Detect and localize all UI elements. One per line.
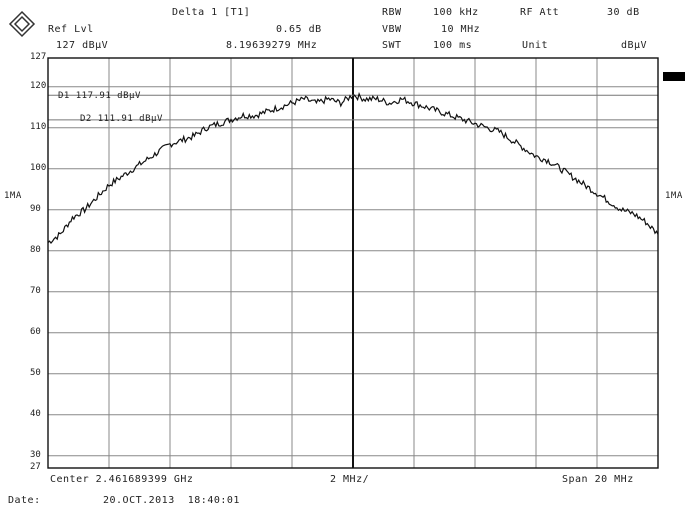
swt-label: SWT: [382, 40, 402, 51]
vbw-label: VBW: [382, 24, 402, 35]
y-tick-label: 60: [30, 326, 41, 337]
plot-frame: [47, 57, 659, 469]
y-tick-label: 30: [30, 449, 41, 460]
rf-att-label: RF Att: [520, 7, 560, 18]
unit-label: Unit: [522, 40, 549, 51]
rf-att-value: 30 dB: [607, 7, 640, 18]
division-scale: 2 MHz/: [330, 474, 370, 485]
date-label: Date:: [8, 495, 41, 506]
y-tick-label: 90: [30, 203, 41, 214]
rbw-value: 100 kHz: [433, 7, 479, 18]
ref-lvl-value: 127 dBµV: [56, 40, 109, 51]
date-value: 20.OCT.2013 18:40:01: [103, 495, 240, 506]
delta-level: 0.65 dB: [276, 24, 322, 35]
swt-value: 100 ms: [433, 40, 473, 51]
y-tick-label: 127: [30, 52, 47, 62]
y-tick-label: 120: [30, 80, 47, 91]
vbw-value: 10 MHz: [441, 24, 481, 35]
header-title: Delta 1 [T1]: [172, 7, 251, 18]
spectrum-trace: [47, 92, 659, 244]
center-frequency: Center 2.461689399 GHz: [50, 474, 194, 485]
unit-value: dBµV: [621, 40, 648, 51]
rohde-schwarz-logo-icon: [8, 10, 36, 38]
trace-tag-left: 1MA: [4, 191, 22, 201]
y-tick-label: 70: [30, 285, 41, 296]
ref-lvl-label: Ref Lvl: [48, 24, 94, 35]
trace-tag-right: 1MA: [665, 191, 683, 201]
y-tick-label: 110: [30, 121, 47, 132]
marker-d2-label: D2 111.91 dBµV: [80, 114, 163, 124]
marker-d1-label: D1 117.91 dBµV: [58, 91, 141, 101]
reference-lines: [48, 94, 658, 121]
y-tick-label: 27: [30, 462, 41, 472]
y-tick-label: 80: [30, 244, 41, 255]
y-tick-label: 40: [30, 408, 41, 419]
y-tick-label: 100: [30, 162, 47, 173]
span-frequency: Span 20 MHz: [562, 474, 634, 485]
y-tick-label: 50: [30, 367, 41, 378]
marker-indicator: [663, 72, 685, 81]
delta-frequency: 8.19639279 MHz: [226, 40, 318, 51]
rbw-label: RBW: [382, 7, 402, 18]
plot-grid: [48, 58, 658, 468]
